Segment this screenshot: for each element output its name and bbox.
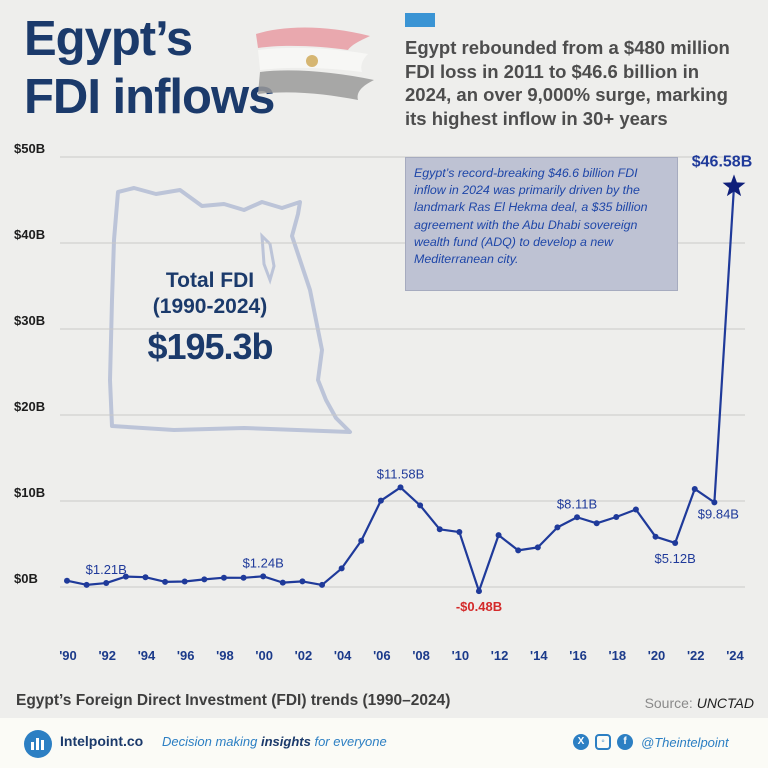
data-point — [554, 524, 561, 531]
footer: Intelpoint.co Decision making insights f… — [0, 718, 768, 768]
data-point — [64, 577, 70, 584]
x-tick-label: '02 — [295, 648, 313, 663]
x-tick-label: '04 — [334, 648, 352, 663]
data-point — [279, 579, 286, 586]
total-label-line-2: (1990-2024) — [152, 295, 268, 318]
x-tick-label: '00 — [255, 648, 273, 663]
y-tick-label: $50B — [14, 141, 45, 156]
title-line-1: Egypt’s — [24, 12, 193, 66]
title-line-2: FDI inflows — [24, 70, 275, 124]
data-point — [711, 499, 718, 506]
y-tick-label: $0B — [14, 571, 38, 586]
instagram-icon[interactable]: ◦ — [595, 734, 611, 750]
data-point — [652, 533, 659, 540]
data-point — [593, 520, 600, 527]
data-point — [691, 485, 698, 492]
data-label: $1.21B — [86, 562, 127, 577]
tagline: Decision making insights for everyone — [162, 734, 387, 749]
data-point — [142, 574, 149, 581]
accent-bar — [405, 13, 435, 27]
subtitle: Egypt rebounded from a $480 million FDI … — [405, 37, 730, 129]
data-point — [201, 576, 208, 583]
y-tick-label: $10B — [14, 485, 45, 500]
x-tick-label: '22 — [687, 648, 705, 663]
data-point — [436, 526, 443, 533]
data-point — [613, 513, 620, 520]
total-fdi-label: Total FDI (1990-2024) — [120, 268, 300, 320]
x-tick-label: '18 — [609, 648, 627, 663]
source-name: UNCTAD — [696, 695, 754, 711]
x-tick-label: '90 — [59, 648, 77, 663]
data-label: $8.11B — [557, 496, 597, 511]
fdi-line-chart: $0B $10B $20B $30B $40B $50B '90 '92 '94 '96 '98 '0… — [14, 141, 753, 663]
data-point — [515, 547, 522, 554]
x-tick-label: '12 — [491, 648, 509, 663]
facebook-icon[interactable]: f — [617, 734, 633, 750]
total-label-line-1: Total FDI — [165, 269, 255, 292]
x-tick-label: '98 — [216, 648, 234, 663]
brand-name[interactable]: Intelpoint.co — [60, 733, 144, 749]
total-fdi-value: $195.3b — [147, 326, 273, 367]
data-label: $9.84B — [698, 506, 739, 521]
data-point — [103, 580, 110, 587]
y-tick-label: $30B — [14, 313, 45, 328]
data-point-star — [722, 174, 746, 197]
data-point — [574, 514, 581, 521]
data-point — [83, 581, 90, 588]
data-point — [456, 529, 463, 536]
data-point — [417, 502, 424, 509]
data-point — [632, 506, 639, 513]
x-tick-label: '94 — [138, 648, 156, 663]
tagline-post: for everyone — [310, 734, 387, 749]
y-tick-label: $20B — [14, 399, 45, 414]
data-point — [299, 578, 306, 585]
x-tick-label: '96 — [177, 648, 195, 663]
social-links: X ◦ f @Theintelpoint — [573, 732, 729, 752]
tagline-bold: insights — [261, 734, 311, 749]
data-label: $5.12B — [655, 551, 696, 566]
x-tick-label: '24 — [726, 648, 744, 663]
x-tick-label: '06 — [373, 648, 391, 663]
x-tick-label: '14 — [530, 648, 548, 663]
data-point — [240, 574, 247, 581]
source-label: Source: — [644, 695, 693, 711]
x-icon[interactable]: X — [573, 734, 589, 750]
page-title: Egypt’s FDI inflows — [24, 10, 275, 126]
tagline-pre: Decision making — [162, 734, 261, 749]
y-tick-label: $40B — [14, 227, 45, 242]
data-point — [495, 532, 502, 539]
data-point — [181, 578, 188, 585]
data-label: $11.58B — [377, 466, 424, 481]
x-tick-label: '08 — [412, 648, 430, 663]
data-point — [358, 537, 365, 544]
x-tick-label: '10 — [452, 648, 470, 663]
data-point — [220, 574, 227, 581]
data-point — [162, 578, 169, 585]
data-label: -$0.48B — [456, 599, 502, 614]
data-point — [122, 573, 129, 580]
data-point — [377, 497, 384, 504]
data-label: $46.58B — [692, 153, 753, 170]
data-point — [672, 539, 679, 546]
data-point — [260, 573, 267, 580]
x-tick-label: '92 — [98, 648, 116, 663]
x-tick-label: '16 — [569, 648, 587, 663]
data-point — [397, 484, 404, 491]
data-point — [319, 581, 326, 588]
x-tick-label: '20 — [648, 648, 666, 663]
egypt-flag-icon — [256, 27, 374, 100]
data-point — [338, 565, 345, 572]
annotation-box: Egypt’s record-breaking $46.6 billion FD… — [405, 157, 678, 291]
data-point — [475, 588, 482, 595]
intelpoint-logo-icon[interactable] — [24, 730, 52, 758]
chart-caption: Egypt’s Foreign Direct Investment (FDI) … — [16, 692, 451, 709]
data-label: $1.24B — [243, 555, 284, 570]
data-point — [534, 544, 541, 551]
source-note: Source: UNCTAD — [645, 695, 754, 711]
social-handle[interactable]: @Theintelpoint — [641, 734, 729, 750]
